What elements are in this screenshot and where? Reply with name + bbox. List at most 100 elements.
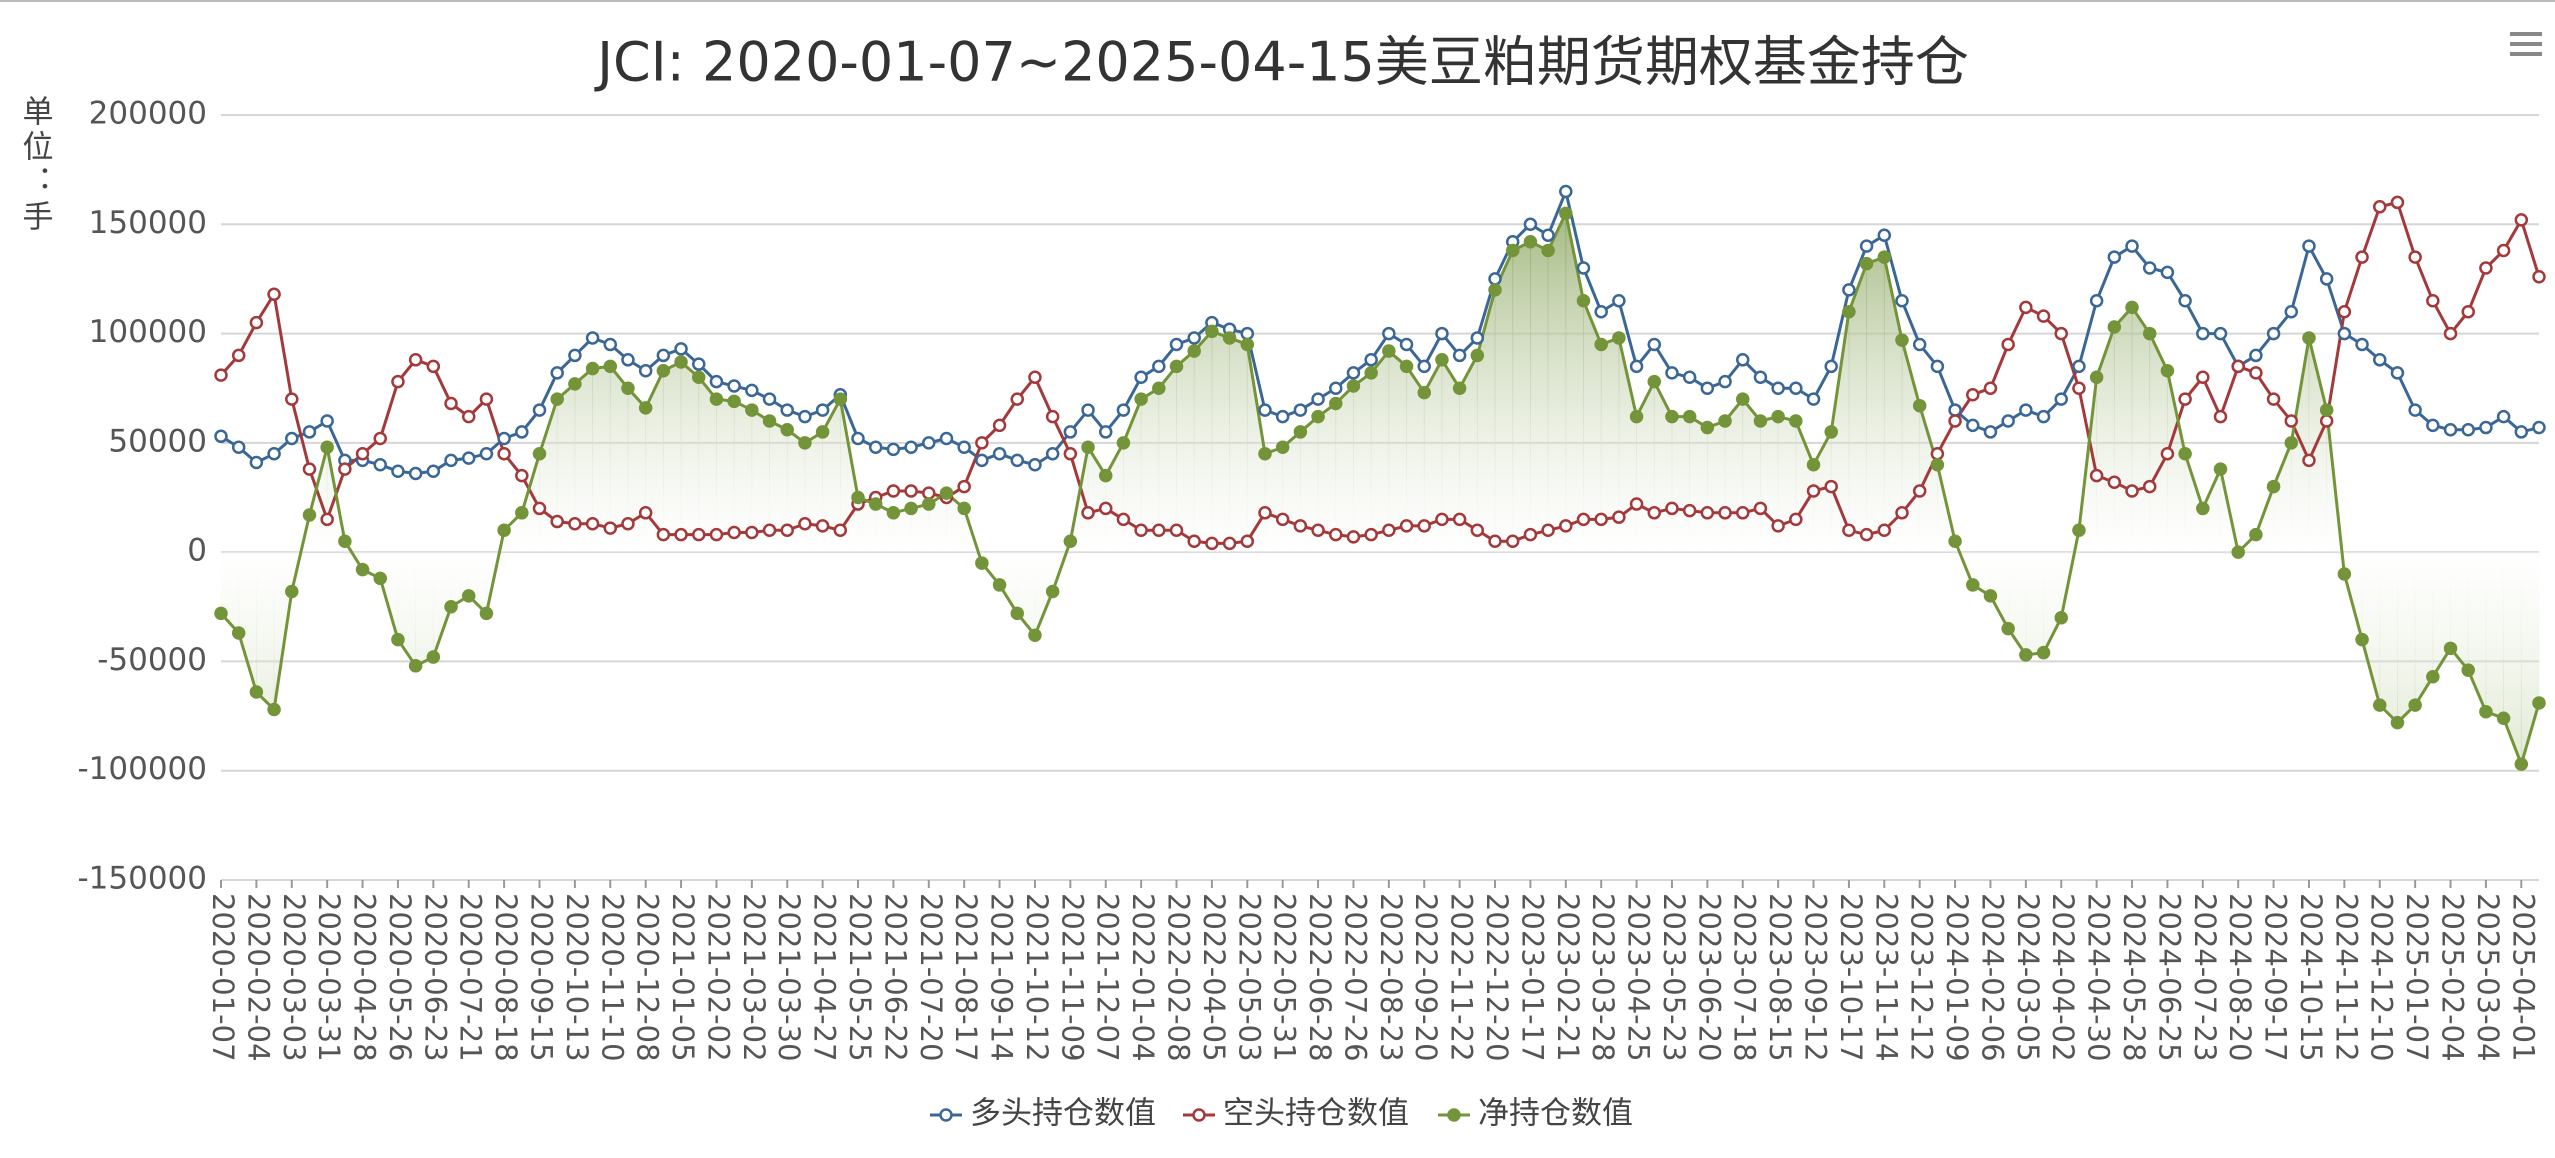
data-point xyxy=(2496,711,2511,726)
data-point xyxy=(1789,381,1803,395)
data-point xyxy=(2231,359,2245,374)
data-point xyxy=(1912,398,1927,413)
data-point xyxy=(780,403,794,417)
area-segment xyxy=(1866,256,1885,553)
data-point xyxy=(1028,457,1042,472)
data-point xyxy=(2461,422,2475,437)
data-point xyxy=(1488,534,1502,548)
data-point xyxy=(2196,501,2210,516)
data-point xyxy=(373,571,388,586)
data-point xyxy=(1541,228,1555,242)
data-point xyxy=(444,396,458,411)
data-point xyxy=(2019,403,2033,417)
data-point xyxy=(1063,425,1078,439)
data-point xyxy=(1010,392,1025,406)
data-point xyxy=(391,374,405,389)
x-tick-label: 2025-03-04 xyxy=(2471,893,2505,1062)
legend-item[interactable]: 净持仓数值 xyxy=(1438,1096,1633,1132)
data-point xyxy=(426,650,441,664)
area-segment xyxy=(1530,241,1549,553)
data-point xyxy=(1700,420,1715,435)
x-tick-label: 2021-02-02 xyxy=(701,893,735,1062)
x-tick-label: 2023-09-12 xyxy=(1799,893,1833,1062)
data-point xyxy=(2072,381,2086,395)
data-point xyxy=(1488,272,1502,286)
x-tick-label: 2024-10-15 xyxy=(2294,893,2328,1062)
data-point xyxy=(1753,370,1768,385)
data-point xyxy=(1718,414,1732,428)
data-point xyxy=(249,685,264,699)
data-point xyxy=(1576,512,1591,527)
data-point xyxy=(638,363,653,378)
data-point xyxy=(532,403,547,417)
x-tick-label: 2020-12-08 xyxy=(631,893,665,1062)
data-point xyxy=(957,501,971,516)
data-point xyxy=(1895,294,1909,308)
x-tick-label: 2022-12-20 xyxy=(1480,893,1514,1062)
data-point xyxy=(497,523,511,538)
data-point xyxy=(1399,359,1414,374)
x-tick-label: 2020-03-03 xyxy=(277,893,311,1062)
data-point xyxy=(1311,392,1325,406)
data-point xyxy=(1753,414,1768,428)
x-tick-label: 2023-10-17 xyxy=(1834,893,1868,1062)
data-point xyxy=(1612,510,1626,524)
legend-swatch-marker xyxy=(939,1108,953,1122)
data-point xyxy=(408,466,423,481)
x-tick-label: 2020-09-15 xyxy=(525,893,559,1062)
data-point xyxy=(709,392,724,406)
data-point xyxy=(1063,447,1078,461)
area-segment xyxy=(2379,551,2398,724)
x-tick-label: 2024-07-23 xyxy=(2188,893,2222,1062)
legend-label: 净持仓数值 xyxy=(1478,1096,1633,1132)
area-segment xyxy=(2113,306,2133,553)
data-point xyxy=(1329,381,1343,395)
data-point xyxy=(1789,512,1803,527)
data-point xyxy=(1576,261,1591,275)
legend-item[interactable]: 空头持仓数值 xyxy=(1183,1096,1409,1132)
x-tick-label: 2024-12-10 xyxy=(2365,893,2399,1062)
data-point xyxy=(851,431,865,446)
legend-label: 多头持仓数值 xyxy=(970,1096,1156,1132)
data-point xyxy=(1948,403,1962,417)
data-point xyxy=(479,392,494,406)
data-point xyxy=(1682,503,1697,518)
area-segment xyxy=(1264,446,1284,553)
data-point xyxy=(1098,501,1113,516)
data-point xyxy=(373,457,388,472)
data-point xyxy=(2408,403,2422,417)
x-tick-label: 2024-11-12 xyxy=(2329,893,2363,1062)
x-tick-label: 2021-08-17 xyxy=(949,893,983,1062)
data-point xyxy=(1806,392,1821,406)
x-tick-label: 2024-01-09 xyxy=(1940,893,1974,1062)
data-point xyxy=(2284,414,2299,428)
x-tick-label: 2021-03-02 xyxy=(737,893,771,1062)
data-point xyxy=(709,527,724,542)
data-point xyxy=(886,442,901,457)
data-point xyxy=(1399,337,1414,352)
x-tick-label: 2024-05-28 xyxy=(2117,893,2151,1062)
x-tick-label: 2024-03-05 xyxy=(2011,893,2045,1062)
data-point xyxy=(709,374,724,389)
legend-swatch-marker xyxy=(1447,1108,1461,1122)
data-point xyxy=(904,501,918,516)
data-point xyxy=(2142,479,2157,494)
data-point xyxy=(1859,239,1874,253)
legend-item[interactable]: 多头持仓数值 xyxy=(930,1096,1156,1132)
data-point xyxy=(2284,436,2299,450)
data-point xyxy=(727,379,741,393)
menu-icon[interactable] xyxy=(2510,32,2542,56)
data-point xyxy=(1470,331,1485,345)
data-point xyxy=(2390,715,2405,730)
data-point xyxy=(1045,584,1060,599)
data-point xyxy=(1541,523,1555,538)
data-point xyxy=(1647,374,1662,389)
data-point xyxy=(1293,425,1308,439)
data-point xyxy=(2160,265,2175,280)
data-point xyxy=(1523,217,1538,232)
data-point xyxy=(1682,370,1697,385)
data-point xyxy=(1028,370,1042,385)
data-point xyxy=(904,440,918,454)
area-segment xyxy=(2096,326,2115,553)
